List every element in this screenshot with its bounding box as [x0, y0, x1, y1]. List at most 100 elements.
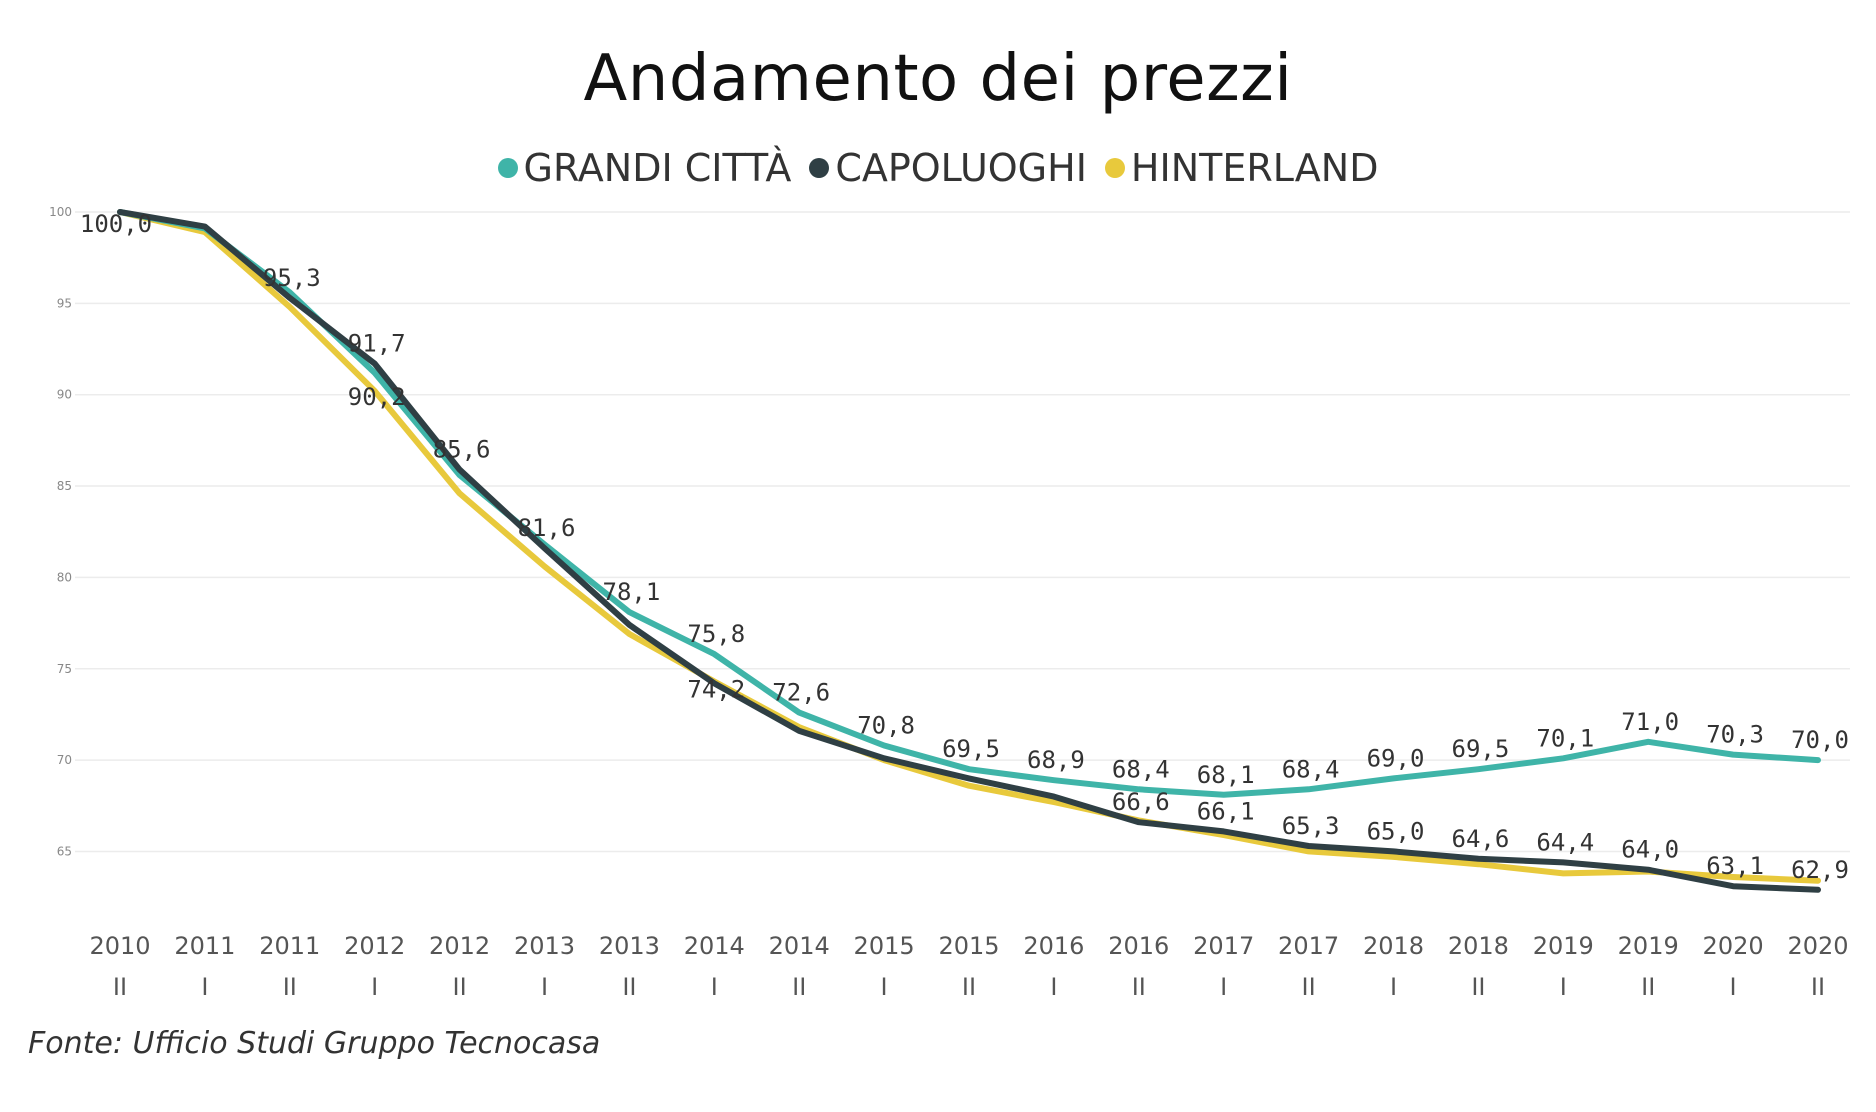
x-tick-year: 2013: [514, 932, 575, 960]
data-label-hinterland: 90,2: [348, 383, 406, 411]
data-label-capoluoghi: 95,3: [263, 264, 321, 292]
x-tick-year: 2019: [1618, 932, 1679, 960]
x-tick-year: 2016: [1023, 932, 1084, 960]
data-label-capoluoghi: 81,6: [518, 514, 576, 542]
data-label-capoluoghi: 65,0: [1367, 817, 1425, 845]
legend-dot-hinterland: [1104, 158, 1125, 178]
x-tick-half: I: [881, 973, 888, 1001]
y-tick-label: 80: [57, 570, 72, 584]
x-tick-year: 2012: [429, 932, 490, 960]
data-label-capoluoghi: 64,0: [1621, 836, 1679, 864]
x-tick-year: 2015: [854, 932, 915, 960]
x-tick-year: 2017: [1193, 932, 1254, 960]
data-label-grandi-citta: 75,8: [687, 620, 745, 648]
data-label-grandi-citta: 69,5: [942, 735, 1000, 763]
gridlines: [75, 211, 1850, 853]
data-label-capoluoghi: 66,6: [1112, 788, 1170, 816]
data-label-grandi-citta: 68,1: [1197, 761, 1255, 789]
legend-item-hinterland: HINTERLAND: [1104, 146, 1379, 190]
x-tick-year: 2013: [599, 932, 660, 960]
data-label-capoluoghi: 64,6: [1452, 825, 1510, 853]
data-label-capoluoghi: 62,9: [1791, 856, 1849, 884]
series-lines: [117, 209, 1821, 893]
y-tick-label: 100: [49, 205, 72, 219]
y-tick-label: 70: [57, 753, 72, 767]
legend-item-grandi-citta: GRANDI CITTÀ: [497, 146, 792, 190]
x-tick-half: II: [113, 973, 127, 1001]
legend: GRANDI CITTÀ CAPOLUOGHI HINTERLAND: [0, 146, 1876, 190]
data-label-capoluoghi: 65,3: [1282, 812, 1340, 840]
data-label-capoluoghi: 74,2: [687, 675, 745, 703]
y-tick-label: 95: [57, 296, 72, 310]
x-tick-half: I: [1050, 973, 1057, 1001]
x-tick-half: II: [1811, 973, 1825, 1001]
legend-label-capoluoghi: CAPOLUOGHI: [835, 146, 1087, 190]
x-tick-half: II: [1302, 973, 1316, 1001]
data-label-capoluoghi: 64,4: [1536, 828, 1594, 856]
x-axis: 2010II2011I2011II2012I2012II2013I2013II2…: [89, 932, 1848, 1001]
y-tick-label: 90: [57, 388, 72, 402]
x-tick-year: 2018: [1448, 932, 1509, 960]
series-line-grandi-citta: [117, 209, 1821, 798]
x-tick-half: II: [1641, 973, 1655, 1001]
data-label-capoluoghi: 63,1: [1706, 852, 1764, 880]
data-label-capoluoghi: 100,0: [80, 210, 152, 238]
legend-label-grandi-citta: GRANDI CITTÀ: [523, 146, 792, 190]
x-tick-half: II: [622, 973, 636, 1001]
x-tick-year: 2014: [769, 932, 830, 960]
x-tick-half: I: [541, 973, 548, 1001]
x-tick-half: I: [1220, 973, 1227, 1001]
data-label-grandi-citta: 69,0: [1367, 744, 1425, 772]
x-tick-half: I: [201, 973, 208, 1001]
data-label-grandi-citta: 70,1: [1536, 724, 1594, 752]
data-label-capoluoghi: 85,6: [433, 436, 491, 464]
data-labels: 78,1 75,8 72,6 70,8 69,5 68,9 68,4 68,1 68,4 69,0…: [80, 210, 1849, 884]
legend-dot-grandi-citta: [497, 158, 518, 178]
y-axis: 65 70 75 80 85 90 95 100: [49, 205, 72, 858]
data-label-grandi-citta: 70,0: [1791, 726, 1849, 754]
x-tick-half: II: [453, 973, 467, 1001]
data-label-grandi-citta: 69,5: [1452, 735, 1510, 763]
data-label-capoluoghi: 91,7: [348, 330, 406, 358]
y-tick-label: 65: [57, 844, 72, 858]
data-label-grandi-citta: 70,8: [857, 711, 915, 739]
chart-title: Andamento dei prezzi: [583, 42, 1293, 116]
data-label-grandi-citta: 68,4: [1282, 755, 1340, 783]
x-tick-year: 2020: [1787, 932, 1848, 960]
legend-dot-capoluoghi: [809, 158, 830, 178]
x-tick-year: 2017: [1278, 932, 1339, 960]
data-label-capoluoghi: 66,1: [1197, 797, 1255, 825]
source-note: Fonte: Ufficio Studi Gruppo Tecnocasa: [28, 1026, 601, 1061]
x-tick-half: I: [371, 973, 378, 1001]
x-tick-half: I: [1730, 973, 1737, 1001]
data-label-grandi-citta: 68,9: [1027, 746, 1085, 774]
x-tick-half: II: [1471, 973, 1485, 1001]
x-tick-year: 2012: [344, 932, 405, 960]
x-tick-year: 2014: [684, 932, 745, 960]
legend-label-hinterland: HINTERLAND: [1130, 146, 1379, 190]
x-tick-half: I: [711, 973, 718, 1001]
data-label-grandi-citta: 72,6: [772, 679, 830, 707]
legend-item-capoluoghi: CAPOLUOGHI: [809, 146, 1087, 190]
x-tick-half: II: [962, 973, 976, 1001]
series-line-hinterland: [117, 209, 1821, 884]
x-tick-half: I: [1390, 973, 1397, 1001]
data-label-grandi-citta: 71,0: [1621, 708, 1679, 736]
y-tick-label: 75: [57, 662, 72, 676]
x-tick-year: 2019: [1533, 932, 1594, 960]
y-tick-label: 85: [57, 479, 72, 493]
x-tick-half: II: [283, 973, 297, 1001]
data-label-grandi-citta: 68,4: [1112, 755, 1170, 783]
x-tick-year: 2011: [259, 932, 320, 960]
x-tick-year: 2011: [174, 932, 235, 960]
x-tick-year: 2018: [1363, 932, 1424, 960]
x-tick-year: 2015: [938, 932, 999, 960]
x-tick-half: I: [1560, 973, 1567, 1001]
x-tick-year: 2010: [89, 932, 150, 960]
x-tick-half: II: [1132, 973, 1146, 1001]
x-tick-half: II: [792, 973, 806, 1001]
x-tick-year: 2016: [1108, 932, 1169, 960]
x-tick-year: 2020: [1703, 932, 1764, 960]
data-label-grandi-citta: 78,1: [603, 578, 661, 606]
